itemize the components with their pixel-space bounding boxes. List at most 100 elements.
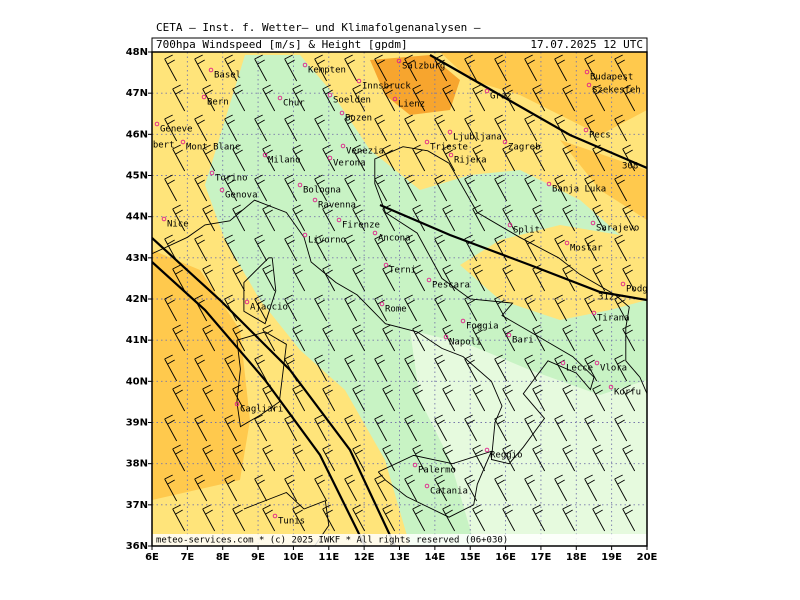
- wind-barb: [292, 264, 306, 292]
- wind-barb: [494, 354, 508, 382]
- wind-barb: [232, 264, 246, 292]
- wind-barb: [584, 414, 598, 442]
- city-dot: [208, 67, 214, 73]
- wind-barb: [434, 174, 448, 202]
- wind-barb: [374, 354, 388, 382]
- wind-barb: [254, 234, 268, 262]
- wind-barb: [592, 384, 606, 412]
- city-dot: [447, 129, 453, 135]
- wind-barb: [284, 474, 298, 502]
- wind-barb: [374, 174, 388, 202]
- wind-barb: [172, 84, 186, 112]
- footer: meteo-services.com * (c) 2025 IWKF * All…: [156, 536, 508, 546]
- city-label: Soelden: [333, 96, 371, 106]
- city-dot: [154, 121, 160, 127]
- wind-barb: [524, 54, 538, 82]
- city-label: Tirana: [597, 314, 630, 324]
- wind-barb: [202, 264, 216, 292]
- city-label: Pecs: [589, 131, 611, 141]
- lon-label: 17E: [531, 552, 552, 563]
- city-label: Rijeka: [454, 156, 487, 166]
- wind-barb: [202, 324, 216, 352]
- wind-barb: [352, 444, 366, 472]
- lon-label: 14E: [424, 552, 445, 563]
- wind-barb: [434, 354, 448, 382]
- city-dot: [379, 301, 385, 307]
- city-dot: [392, 96, 398, 102]
- wind-barb: [352, 384, 366, 412]
- wind-barb: [344, 234, 358, 262]
- city-dot: [277, 95, 283, 101]
- city-dot: [564, 240, 570, 246]
- city-dot: [201, 94, 207, 100]
- wind-barb: [502, 504, 516, 532]
- city-label: Lecce: [566, 364, 593, 374]
- city-label: Palermo: [418, 466, 456, 476]
- wind-barb: [412, 84, 426, 112]
- wind-barb: [434, 474, 448, 502]
- lon-label: 10E: [283, 552, 304, 563]
- wind-barb: [622, 84, 636, 112]
- lon-label: 18E: [566, 552, 587, 563]
- city-label: Cagliari: [240, 405, 283, 415]
- wind-barb: [494, 414, 508, 442]
- wind-barb: [292, 384, 306, 412]
- header-valid: 17.07.2025 12 UTC: [530, 38, 643, 51]
- city-label: Zagreb: [508, 143, 541, 153]
- wind-barb: [164, 54, 178, 82]
- wind-barb: [614, 174, 628, 202]
- wind-barb: [622, 264, 636, 292]
- wind-barb: [232, 324, 246, 352]
- city-label: Terni: [389, 266, 416, 276]
- wind-barb: [344, 54, 358, 82]
- wind-barb: [434, 294, 448, 322]
- wind-barb: [562, 384, 576, 412]
- wind-barb: [614, 54, 628, 82]
- wind-barb: [472, 204, 486, 232]
- wind-barb: [554, 474, 568, 502]
- wind-barb: [374, 114, 388, 142]
- wind-barb: [562, 444, 576, 472]
- height-contour: [152, 237, 396, 546]
- wind-barb: [172, 444, 186, 472]
- wind-barb: [194, 54, 208, 82]
- wind-barb: [524, 354, 538, 382]
- city-dot: [372, 230, 378, 236]
- wind-barb: [464, 114, 478, 142]
- wind-barb: [314, 234, 328, 262]
- wind-barb: [562, 84, 576, 112]
- city-dot: [608, 384, 614, 390]
- wind-barb: [314, 114, 328, 142]
- city-label: Catania: [430, 487, 468, 497]
- city-dot: [209, 170, 215, 176]
- header-product: 700hpa Windspeed [m/s] & Height [gpdm]: [156, 38, 408, 51]
- wind-barb: [532, 384, 546, 412]
- wind-barb: [314, 174, 328, 202]
- wind-barb: [194, 474, 208, 502]
- wind-barb: [434, 114, 448, 142]
- wind-barb: [224, 474, 238, 502]
- city-dot: [336, 217, 342, 223]
- wind-barb: [314, 474, 328, 502]
- wind-barb: [164, 414, 178, 442]
- city-label: Kempten: [308, 66, 346, 76]
- city-label: Graz: [490, 92, 512, 102]
- lon-label: 13E: [389, 552, 410, 563]
- wind-barb: [352, 264, 366, 292]
- lat-label: 44N: [126, 212, 148, 223]
- wind-barb: [622, 384, 636, 412]
- wind-barb: [442, 324, 456, 352]
- wind-barb: [344, 474, 358, 502]
- city-dot: [594, 360, 600, 366]
- wind-barb: [374, 234, 388, 262]
- city-label: Lienz: [398, 100, 425, 110]
- wind-barb: [194, 114, 208, 142]
- city-label: Geneve: [160, 125, 193, 135]
- wind-barb: [502, 144, 516, 172]
- wind-barb: [254, 474, 268, 502]
- wind-barb: [232, 444, 246, 472]
- city-dot: [590, 220, 596, 226]
- wind-barb: [262, 204, 276, 232]
- lon-label: 7E: [180, 552, 194, 563]
- wind-barb: [532, 204, 546, 232]
